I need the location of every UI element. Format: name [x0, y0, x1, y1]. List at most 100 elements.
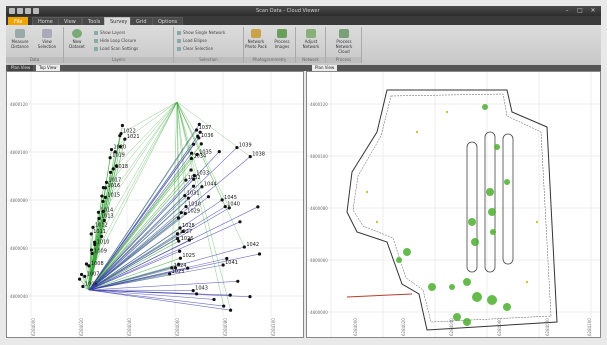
- scan-station[interactable]: [81, 284, 85, 289]
- scan-station[interactable]: [257, 252, 262, 256]
- scan-station[interactable]: [101, 209, 105, 214]
- hide-loop-closure-button[interactable]: Hide Loop Closure: [94, 38, 136, 44]
- scan-station[interactable]: [195, 152, 199, 157]
- scan-position[interactable]: [403, 248, 411, 256]
- scan-station[interactable]: [177, 239, 181, 243]
- doc-tab-plan-view-right[interactable]: Plan View: [312, 65, 338, 71]
- scan-station[interactable]: [227, 206, 231, 210]
- process-images-button[interactable]: Process Images: [271, 29, 293, 49]
- scan-station[interactable]: [212, 297, 216, 302]
- scan-station[interactable]: [108, 170, 113, 174]
- tab-file[interactable]: File: [8, 17, 29, 25]
- scan-position[interactable]: [503, 303, 511, 311]
- tab-home[interactable]: Home: [32, 17, 59, 25]
- scan-station[interactable]: [248, 295, 252, 299]
- scan-station[interactable]: [200, 185, 204, 189]
- scan-station[interactable]: [103, 195, 107, 199]
- scan-position[interactable]: [428, 283, 436, 291]
- scan-station[interactable]: [109, 147, 114, 152]
- scan-station[interactable]: [189, 168, 193, 172]
- scan-station[interactable]: [168, 272, 172, 276]
- scan-station[interactable]: [256, 205, 260, 209]
- network-photo-pack-button[interactable]: Network Photo Pack: [245, 29, 267, 49]
- plan-canvas[interactable]: [307, 72, 601, 338]
- target-marker[interactable]: [535, 220, 539, 224]
- scan-station[interactable]: [114, 164, 119, 168]
- scan-station[interactable]: [97, 216, 101, 221]
- maximize-button[interactable]: □: [577, 7, 583, 14]
- scan-station[interactable]: [184, 204, 188, 209]
- scan-station[interactable]: [192, 142, 196, 146]
- redo-icon[interactable]: [25, 8, 31, 14]
- scan-station[interactable]: [93, 240, 97, 244]
- scan-station[interactable]: [104, 180, 109, 185]
- clear-selection-button[interactable]: Clear Selection: [177, 46, 213, 52]
- measure-button[interactable]: Measure Distance: [9, 29, 31, 49]
- scan-station[interactable]: [195, 128, 199, 132]
- scan-position[interactable]: [468, 218, 476, 226]
- doc-tab-plan-view[interactable]: Plan View: [8, 65, 34, 71]
- scan-station[interactable]: [101, 199, 105, 204]
- adjust-network-button[interactable]: Adjust Network: [300, 29, 322, 49]
- scan-position[interactable]: [487, 295, 497, 305]
- scan-station[interactable]: [222, 304, 226, 308]
- save-icon[interactable]: [9, 8, 15, 14]
- scan-station[interactable]: [177, 262, 181, 266]
- scan-station[interactable]: [100, 234, 104, 239]
- scan-station[interactable]: [229, 308, 233, 312]
- scan-station[interactable]: [206, 195, 211, 199]
- network-canvas[interactable]: 1006100710081009101010111012101310141015…: [7, 72, 304, 338]
- scan-station[interactable]: [192, 173, 196, 178]
- scan-position[interactable]: [486, 188, 494, 196]
- scan-station[interactable]: [179, 211, 183, 215]
- scan-station[interactable]: [90, 251, 94, 256]
- scan-station[interactable]: [119, 131, 123, 136]
- tab-tools[interactable]: Tools: [82, 17, 107, 25]
- scan-station[interactable]: [170, 266, 174, 270]
- process-network-cloud-button[interactable]: Process Network Cloud: [333, 29, 355, 54]
- scan-station[interactable]: [191, 184, 196, 188]
- scan-station[interactable]: [186, 266, 190, 270]
- scan-station[interactable]: [118, 144, 122, 149]
- load-ellipse-button[interactable]: Load Ellipse: [177, 38, 207, 44]
- undo-icon[interactable]: [17, 8, 23, 14]
- scan-station[interactable]: [195, 292, 199, 296]
- scan-position[interactable]: [449, 284, 455, 290]
- scan-station[interactable]: [191, 288, 195, 293]
- scan-station[interactable]: [178, 256, 183, 260]
- scan-station[interactable]: [228, 293, 232, 297]
- target-marker[interactable]: [525, 280, 529, 284]
- scan-station[interactable]: [190, 151, 194, 155]
- minimize-button[interactable]: –: [565, 7, 569, 14]
- scan-position[interactable]: [463, 318, 471, 326]
- scan-station[interactable]: [89, 248, 94, 252]
- scan-station[interactable]: [220, 198, 224, 202]
- target-marker[interactable]: [445, 110, 449, 114]
- scan-position[interactable]: [504, 179, 510, 185]
- scan-position[interactable]: [488, 208, 496, 216]
- scan-station[interactable]: [96, 210, 101, 214]
- scan-station[interactable]: [192, 177, 196, 181]
- scan-station[interactable]: [221, 263, 225, 267]
- scan-station[interactable]: [181, 229, 185, 233]
- scan-station[interactable]: [242, 245, 246, 249]
- scan-station[interactable]: [83, 274, 87, 278]
- customize-icon[interactable]: [33, 8, 39, 14]
- scan-station[interactable]: [183, 193, 187, 198]
- scan-station[interactable]: [248, 154, 252, 159]
- scan-station[interactable]: [101, 185, 106, 190]
- scan-station[interactable]: [175, 232, 180, 236]
- scan-station[interactable]: [187, 238, 191, 242]
- show-single-network-button[interactable]: Show Single Network: [177, 30, 225, 36]
- scan-station[interactable]: [184, 178, 188, 182]
- scan-station[interactable]: [89, 232, 93, 236]
- left-network-view[interactable]: 1006 1007 1008 1009 1010 1011 1012 1013 1014 1015…: [6, 71, 304, 338]
- scan-station[interactable]: [186, 196, 190, 200]
- new-dataset-button[interactable]: New Dataset: [66, 29, 88, 49]
- scan-station[interactable]: [120, 123, 125, 128]
- scan-position[interactable]: [494, 144, 500, 150]
- target-marker[interactable]: [375, 220, 379, 224]
- tab-view[interactable]: View: [58, 17, 82, 25]
- close-button[interactable]: ✕: [590, 7, 596, 14]
- scan-station[interactable]: [87, 264, 91, 268]
